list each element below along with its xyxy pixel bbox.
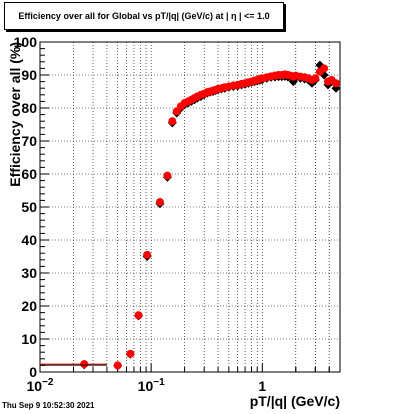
data-point-circle <box>311 74 320 83</box>
y-tick-label: 20 <box>21 298 37 314</box>
y-tick-label: 10 <box>21 331 37 347</box>
y-axis-title: Efficiency over all (%) <box>7 42 23 187</box>
y-tick-label: 50 <box>21 199 37 215</box>
data-point-circle <box>163 171 172 180</box>
y-tick-label: 60 <box>21 166 37 182</box>
data-point-circle <box>331 79 340 88</box>
plot-frame <box>39 41 341 373</box>
data-point-circle <box>168 117 177 126</box>
data-point-circle <box>134 311 143 320</box>
x-tick-label: 10−2 <box>27 377 54 394</box>
x-tick-label: 1 <box>258 378 266 394</box>
y-tick-label: 40 <box>21 232 37 248</box>
y-tick-label: 90 <box>21 67 37 83</box>
y-tick-label: 70 <box>21 133 37 149</box>
data-point-circle <box>126 349 135 358</box>
x-axis-title: pT/|q| (GeV/c) <box>250 393 340 409</box>
chart-title: Efficiency over all for Global vs pT/|q|… <box>4 2 284 30</box>
y-tick-label: 0 <box>29 364 37 380</box>
y-tick-label: 30 <box>21 265 37 281</box>
data-point-circle <box>155 198 164 207</box>
timestamp: Thu Sep 9 10:52:30 2021 <box>2 401 95 410</box>
y-tick-label: 100 <box>14 34 38 50</box>
data-point-circle <box>113 361 122 370</box>
x-tick-label: 10−1 <box>138 377 165 394</box>
y-tick-label: 80 <box>21 100 37 116</box>
data-point-circle <box>320 64 329 73</box>
data-point-circle <box>143 250 152 259</box>
